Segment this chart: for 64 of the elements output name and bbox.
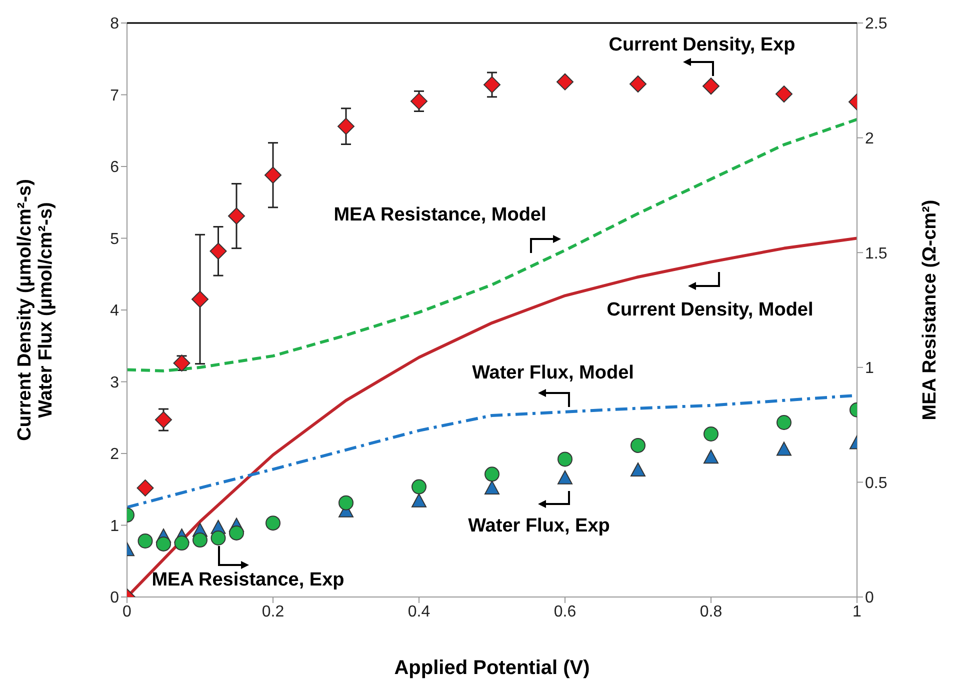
x-tick-label: 1 [852,603,862,620]
point [264,166,282,184]
point [558,470,572,484]
point [704,450,718,464]
point [558,452,572,467]
point [266,516,280,531]
point [776,86,792,103]
point [338,495,354,510]
point [192,290,208,308]
point [136,479,154,496]
point [210,242,227,260]
series-label: Water Flux, Model [472,362,634,384]
series-label: MEA Resistance, Exp [152,570,344,590]
point [156,536,171,552]
y-tick-label: 6 [110,159,120,176]
series-label: Water Flux, Exp [468,516,610,536]
point [173,354,190,372]
y-tick-label: 0 [110,590,120,607]
point [229,525,244,540]
y-tick-label: 3 [110,374,120,392]
point [192,532,208,548]
point [776,442,792,456]
y2-tick-label: 1 [865,360,874,378]
point [228,208,245,225]
y-axis-title: Current Density (μmol/cm²-s) Water Flux (μmol/cm²-s) [14,179,56,441]
point [174,536,190,551]
y2-tick-label: 0 [865,590,874,607]
x-tick-label: 0.6 [554,603,576,620]
point [210,530,226,546]
y2-tick-label: 1.5 [865,245,888,262]
y2-tick-label: 2.5 [865,16,888,33]
series-label: MEA Resistance, Model [334,204,546,226]
point [702,78,720,95]
y-tick-label: 7 [110,87,120,104]
point [776,415,792,430]
point [155,411,172,428]
point [556,73,574,90]
x-axis-title: Applied Potential (V) [394,657,590,679]
point [484,480,500,494]
y-tick-label: 5 [110,230,120,248]
point [138,533,153,548]
x-tick-label: 0.4 [408,603,430,620]
point [484,466,500,482]
y2-tick-label: 0.5 [865,474,888,492]
point [630,75,646,92]
point [704,426,718,442]
series-label: Current Density, Model [606,300,814,320]
y-tick-label: 4 [110,302,120,320]
point [412,493,426,508]
y2-axis-title: MEA Resistance (Ω-cm²) [920,200,941,420]
y-tick-label: 1 [110,518,120,535]
y-tick-label: 8 [110,16,120,33]
y2-tick-label: 2 [865,130,874,148]
point [484,76,500,94]
series-label: Current Density, Exp [608,34,796,56]
y-tick-label: 2 [110,446,120,464]
point [338,118,354,135]
point [410,92,428,110]
point [630,438,646,453]
x-tick-label: 0.8 [700,603,722,620]
point [412,479,426,494]
point [630,462,646,477]
x-tick-label: 0 [122,603,132,620]
x-tick-label: 0.2 [262,603,284,620]
